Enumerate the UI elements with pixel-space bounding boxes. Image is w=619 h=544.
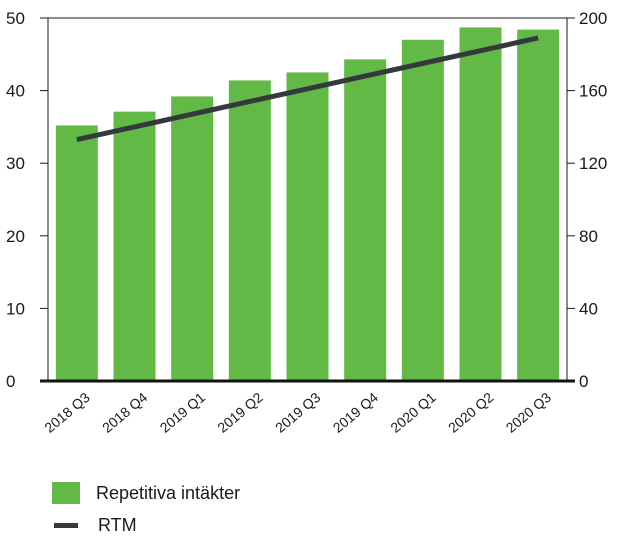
left-tick-label: 30 <box>6 154 25 173</box>
legend-item-bars: Repetitiva intäkter <box>52 480 240 506</box>
x-tick-label: 2019 Q1 <box>157 389 209 436</box>
bar <box>229 80 271 381</box>
left-tick-label: 50 <box>6 9 25 28</box>
legend-item-line: RTM <box>52 512 240 538</box>
x-tick-label: 2018 Q3 <box>41 389 93 436</box>
bar <box>402 40 444 381</box>
right-tick-label: 160 <box>579 82 607 101</box>
x-tick-label: 2019 Q3 <box>272 389 324 436</box>
bar <box>344 59 386 381</box>
left-tick-label: 0 <box>6 372 15 391</box>
right-tick-label: 80 <box>579 227 598 246</box>
bar <box>287 72 329 381</box>
left-tick-label: 20 <box>6 227 25 246</box>
legend: Repetitiva intäkter RTM <box>52 480 240 544</box>
bars-group <box>56 27 559 381</box>
right-tick-label: 40 <box>579 299 598 318</box>
right-tick-label: 0 <box>579 372 588 391</box>
legend-bar-swatch <box>52 482 80 504</box>
left-tick-label: 40 <box>6 82 25 101</box>
bar <box>171 96 213 381</box>
bar <box>56 125 98 381</box>
x-tick-label: 2018 Q4 <box>99 389 151 436</box>
legend-bar-label: Repetitiva intäkter <box>96 483 240 504</box>
bar <box>114 112 156 381</box>
right-tick-label: 120 <box>579 154 607 173</box>
right-tick-label: 200 <box>579 9 607 28</box>
x-tick-label: 2019 Q2 <box>214 389 266 436</box>
x-tick-label: 2020 Q2 <box>445 389 497 436</box>
x-tick-label: 2020 Q3 <box>503 389 555 436</box>
x-tick-label: 2020 Q1 <box>387 389 439 436</box>
right-axis-ticks: 0 40 80 120 160 200 <box>567 9 607 391</box>
bar <box>460 27 502 381</box>
legend-line-label: RTM <box>98 515 137 536</box>
left-axis-ticks: 0 10 20 30 40 50 <box>6 9 48 391</box>
x-tick-label: 2019 Q4 <box>330 389 382 436</box>
bar <box>517 30 559 381</box>
left-tick-label: 10 <box>6 299 25 318</box>
legend-line-swatch <box>54 523 78 528</box>
